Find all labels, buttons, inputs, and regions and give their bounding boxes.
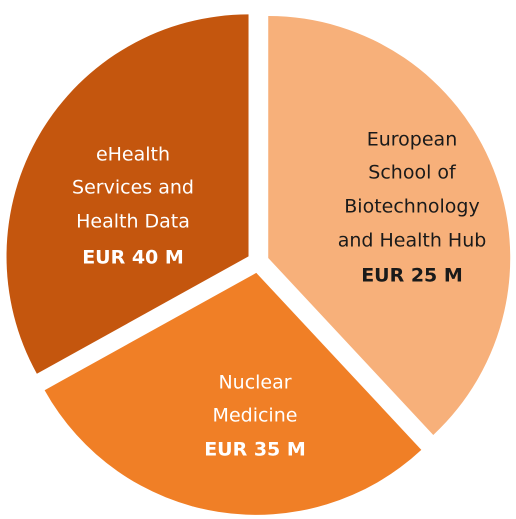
label-line: School of xyxy=(368,162,457,184)
label-line: and Health Hub xyxy=(338,230,487,252)
slices xyxy=(6,14,511,515)
value-label: EUR 25 M xyxy=(361,265,463,287)
segment-bottom-label: Nuclear Medicine EUR 35 M xyxy=(204,372,306,461)
label-line: Biotechnology xyxy=(344,196,479,218)
slice-left xyxy=(6,14,249,374)
label-line: European xyxy=(367,129,458,151)
segment-right-label: European School of Biotechnology and Hea… xyxy=(338,129,487,287)
label-line: Medicine xyxy=(213,405,298,427)
slice-right xyxy=(268,15,511,435)
value-label: EUR 35 M xyxy=(204,439,306,461)
label-line: Services and xyxy=(72,177,194,199)
value-label: EUR 40 M xyxy=(82,247,184,269)
label-line: Nuclear xyxy=(218,372,291,394)
segment-left-label: eHealth Services and Health Data EUR 40 … xyxy=(72,144,194,269)
slice-bottom xyxy=(44,272,422,515)
label-line: eHealth xyxy=(96,144,170,166)
label-line: Health Data xyxy=(76,211,190,233)
